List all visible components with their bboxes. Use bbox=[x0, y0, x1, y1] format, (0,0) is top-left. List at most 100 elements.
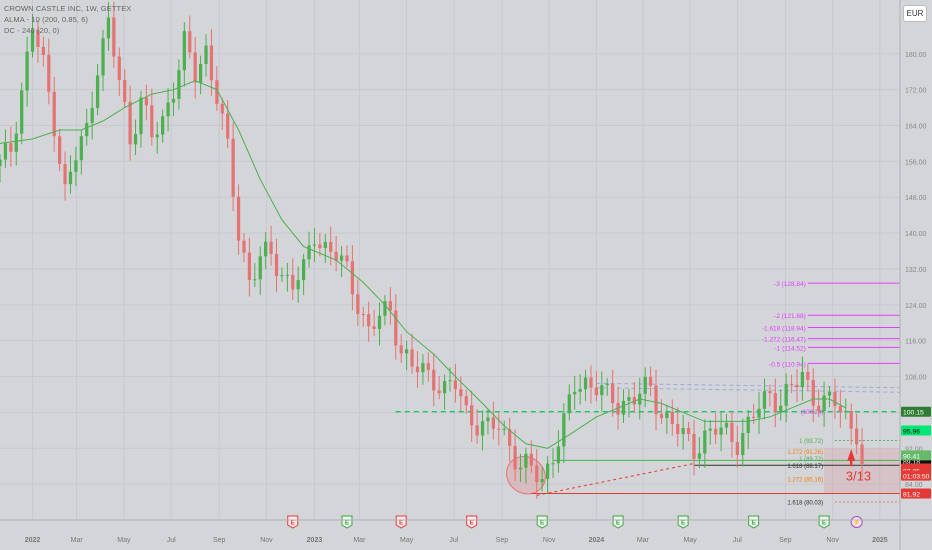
candlestick-series bbox=[0, 1, 864, 499]
candle-body bbox=[746, 416, 750, 434]
fib-label: -1.618 (118.94) bbox=[762, 326, 806, 333]
earnings-badge-label: E bbox=[681, 520, 686, 527]
candle-body bbox=[128, 101, 132, 145]
alma-line bbox=[0, 80, 847, 449]
candle-body bbox=[643, 376, 647, 394]
candle-body bbox=[269, 241, 273, 254]
candle-body bbox=[800, 371, 805, 388]
candle-body bbox=[90, 107, 94, 123]
time-tick-label: Nov bbox=[543, 537, 556, 544]
time-tick-label: Nov bbox=[260, 537, 273, 544]
candle-body bbox=[654, 385, 658, 415]
candle-body bbox=[573, 391, 577, 395]
fib-levels: -3 (128.84) -2 (121.68) -1.618 (118.94) -1.… bbox=[395, 281, 901, 506]
candle-body bbox=[405, 349, 409, 354]
price-label-text: 89.18 bbox=[903, 459, 920, 466]
candle-body bbox=[25, 51, 29, 91]
price-label-bg bbox=[901, 425, 931, 436]
candle-body bbox=[312, 244, 317, 246]
candle-body bbox=[394, 310, 398, 346]
earnings-badge-label: E bbox=[616, 520, 621, 527]
time-tick-label: Nov bbox=[826, 537, 839, 544]
candle-body bbox=[280, 275, 284, 277]
candle-body bbox=[361, 314, 365, 316]
level-label: 1 (93.72) bbox=[799, 439, 823, 445]
price-label-bg bbox=[901, 488, 931, 499]
candle-body bbox=[524, 453, 528, 468]
time-tick-label: Sep bbox=[779, 537, 792, 544]
candle-body bbox=[144, 97, 149, 106]
candle-body bbox=[442, 381, 447, 394]
candle-body bbox=[448, 380, 452, 382]
fib-label: -0.5 (110.94) bbox=[769, 361, 806, 368]
price-tick-label: 164.00 bbox=[905, 124, 927, 131]
level-label: (100.20) bbox=[801, 410, 823, 416]
earnings-badge-label: E bbox=[540, 520, 545, 527]
earnings-badges[interactable]: E E E E E E E E E ⚡ bbox=[287, 515, 863, 529]
candle-body bbox=[367, 314, 371, 327]
candle-body bbox=[41, 46, 45, 55]
candle-body bbox=[204, 45, 208, 65]
candle-body bbox=[133, 134, 138, 145]
candle-body bbox=[714, 428, 718, 435]
earnings-badge-label: E bbox=[822, 520, 827, 527]
earnings-badge bbox=[287, 515, 299, 529]
candle-body bbox=[611, 383, 615, 404]
earnings-badge bbox=[466, 515, 478, 529]
candle-body bbox=[171, 98, 176, 103]
candle-body bbox=[757, 408, 761, 418]
time-tick-label: 2023 bbox=[307, 537, 323, 544]
chart-legend-dc: DC - 240 (20, 0) bbox=[4, 26, 60, 35]
candle-body bbox=[198, 64, 203, 83]
time-tick-label: May bbox=[400, 537, 414, 544]
candle-body bbox=[253, 279, 257, 281]
level-label: 1 (89.72) bbox=[799, 457, 823, 463]
time-tick-label: Jul bbox=[167, 537, 176, 544]
candle-body bbox=[838, 406, 842, 413]
time-tick-label: Mar bbox=[353, 537, 366, 544]
candle-body bbox=[583, 377, 588, 390]
candle-body bbox=[274, 253, 279, 277]
candle-body bbox=[432, 369, 436, 391]
candle-body bbox=[215, 80, 219, 104]
fib-label: -1 (114.52) bbox=[775, 345, 806, 352]
candle-body bbox=[388, 301, 392, 311]
candle-body bbox=[735, 441, 739, 455]
candle-body bbox=[513, 445, 517, 470]
candle-body bbox=[63, 163, 67, 185]
resistance-dashed-line bbox=[596, 387, 901, 393]
currency-button[interactable]: EUR bbox=[903, 5, 927, 22]
candle-body bbox=[855, 428, 859, 445]
candle-body bbox=[508, 429, 512, 446]
time-tick-label: May bbox=[117, 537, 131, 544]
candle-body bbox=[155, 134, 159, 138]
candle-body bbox=[616, 403, 620, 415]
time-tick-label: Jul bbox=[733, 537, 742, 544]
price-tick-label: 148.00 bbox=[905, 195, 927, 202]
event-badge bbox=[850, 516, 863, 528]
price-tick-label: 172.00 bbox=[905, 88, 927, 95]
earnings-badge-label: E bbox=[470, 520, 475, 527]
time-axis[interactable]: 2022 Mar May Jul Sep Nov 2023 Mar May Jul Sep Nov 20… bbox=[0, 519, 932, 544]
candle-body bbox=[817, 405, 821, 412]
candle-body bbox=[285, 274, 289, 276]
candle-body bbox=[773, 393, 777, 413]
candle-body bbox=[768, 391, 772, 394]
level-label: 1.618 (80.03) bbox=[787, 500, 823, 506]
earnings-badge bbox=[395, 515, 407, 529]
candle-body bbox=[502, 429, 506, 431]
candle-body bbox=[415, 366, 420, 373]
candle-body bbox=[166, 102, 170, 117]
chart-legend-title: CROWN CASTLE INC, 1W, GETTEX bbox=[4, 4, 132, 13]
candle-body bbox=[14, 133, 18, 152]
candle-body bbox=[301, 259, 306, 281]
candle-body bbox=[719, 427, 723, 435]
chart-legend-alma: ALMA - 10 (200, 0.85, 6) bbox=[4, 15, 89, 24]
level-label: 1.272 (85.16) bbox=[787, 477, 823, 483]
candle-body bbox=[106, 17, 111, 39]
candle-body bbox=[486, 417, 490, 422]
candle-body bbox=[844, 410, 848, 413]
candle-body bbox=[578, 389, 582, 392]
earnings-badge bbox=[818, 515, 830, 529]
